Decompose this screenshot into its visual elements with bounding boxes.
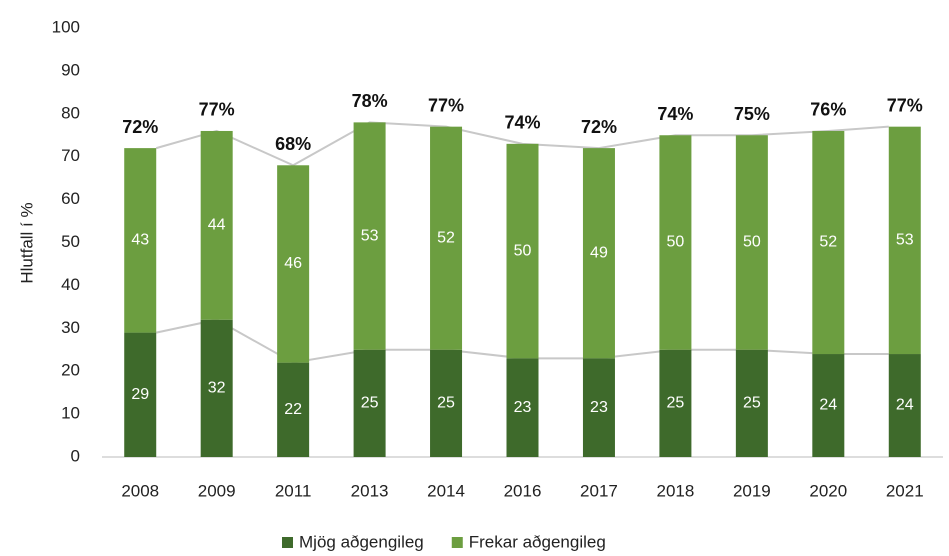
x-tick-label: 2017 (580, 481, 618, 500)
bar-segment (888, 126, 921, 355)
value-label: 44 (208, 217, 226, 234)
total-label: 68% (275, 134, 311, 154)
x-tick-label: 2014 (427, 481, 465, 500)
value-label: 53 (896, 232, 914, 249)
bar-segment (200, 319, 233, 457)
y-tick-label: 60 (61, 189, 80, 208)
value-label: 24 (896, 397, 914, 414)
total-label: 74% (657, 104, 693, 124)
value-label: 25 (437, 395, 455, 412)
legend-swatch (451, 537, 463, 548)
bar-segment (582, 358, 615, 457)
value-label: 23 (514, 399, 532, 416)
total-label: 77% (199, 100, 235, 120)
bar-segment (124, 148, 157, 333)
bar-segment (735, 349, 768, 457)
total-label: 76% (810, 100, 846, 120)
x-tick-label: 2018 (656, 481, 694, 500)
bar-segment (353, 349, 386, 457)
y-tick-label: 10 (61, 404, 80, 423)
total-label: 75% (734, 104, 770, 124)
bar-segment (812, 130, 845, 355)
y-tick-label: 0 (71, 446, 80, 465)
value-label: 43 (131, 232, 149, 249)
bar-segment (506, 143, 539, 359)
value-label: 29 (131, 386, 149, 403)
legend-label: Mjög aðgengileg (299, 532, 424, 551)
x-tick-label: 2009 (198, 481, 236, 500)
x-tick-label: 2020 (809, 481, 847, 500)
value-label: 49 (590, 244, 608, 261)
y-tick-label: 70 (61, 146, 80, 165)
value-label: 25 (743, 395, 761, 412)
value-label: 50 (667, 234, 685, 251)
x-tick-label: 2021 (886, 481, 924, 500)
bar-segment (659, 349, 692, 457)
y-tick-label: 100 (52, 17, 80, 36)
total-label: 77% (887, 95, 923, 115)
value-label: 46 (284, 255, 302, 272)
value-label: 25 (667, 395, 685, 412)
x-tick-label: 2016 (504, 481, 542, 500)
y-tick-label: 30 (61, 318, 80, 337)
bar-segment (430, 126, 463, 350)
y-tick-label: 40 (61, 275, 80, 294)
value-label: 52 (819, 234, 837, 251)
total-label: 78% (352, 91, 388, 111)
bar-segment (506, 358, 539, 457)
value-label: 25 (361, 395, 379, 412)
bar-segment (659, 135, 692, 350)
x-tick-label: 2013 (351, 481, 389, 500)
value-label: 22 (284, 401, 302, 418)
bar-segment (582, 148, 615, 359)
bar-segment (812, 354, 845, 457)
x-tick-label: 2011 (275, 481, 312, 500)
total-label: 72% (122, 117, 158, 137)
bar-segment (353, 122, 386, 350)
total-label: 77% (428, 95, 464, 115)
y-tick-label: 50 (61, 232, 80, 251)
total-label: 74% (504, 113, 540, 133)
value-label: 50 (743, 234, 761, 251)
bar-segment (277, 362, 310, 457)
value-label: 24 (819, 397, 837, 414)
bar-segment (200, 130, 233, 320)
x-tick-label: 2019 (733, 481, 771, 500)
bar-segment (430, 349, 463, 457)
total-label: 72% (581, 117, 617, 137)
y-tick-label: 90 (61, 60, 80, 79)
y-axis-label: Hlutfall í % (17, 202, 36, 283)
bar-segment (277, 165, 310, 363)
y-tick-label: 20 (61, 361, 80, 380)
legend-swatch (282, 537, 293, 548)
bar-segment (735, 135, 768, 350)
legend-label: Frekar aðgengileg (469, 532, 606, 551)
bar-segment (888, 354, 921, 457)
y-tick-label: 80 (61, 103, 80, 122)
value-label: 50 (514, 242, 532, 259)
value-label: 53 (361, 227, 379, 244)
x-tick-label: 2008 (121, 481, 159, 500)
bar-segment (124, 332, 157, 457)
value-label: 23 (590, 399, 608, 416)
value-label: 32 (208, 380, 226, 397)
value-label: 52 (437, 229, 455, 246)
